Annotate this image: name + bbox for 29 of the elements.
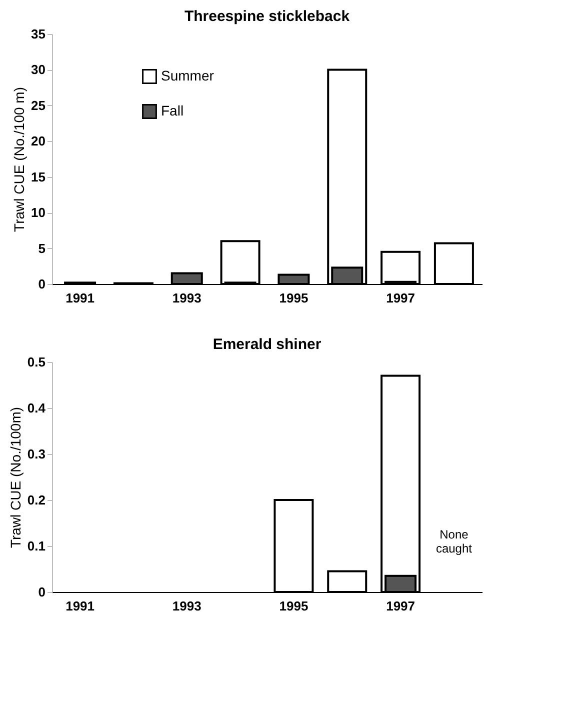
x-tick-label: 1991	[66, 598, 95, 614]
annotation: None caught	[436, 528, 473, 556]
y-tick-label: 15	[31, 169, 46, 184]
y-axis-title: Trawl CUE (No./100m)	[7, 406, 24, 548]
y-tick-label: 5	[38, 240, 46, 256]
y-tick-label: 0.5	[27, 354, 46, 370]
chart-title: Emerald shiner	[212, 336, 322, 353]
x-tick-label: 1991	[66, 290, 95, 306]
y-tick-label: 10	[31, 205, 46, 220]
legend-label: Summer	[161, 68, 214, 84]
x-tick-label: 1995	[279, 290, 308, 306]
y-tick-label: 35	[31, 26, 46, 42]
y-tick-label: 0.4	[27, 400, 46, 416]
y-axis-title: Trawl CUE (No./100 m)	[11, 87, 28, 232]
y-tick-label: 0	[38, 276, 46, 292]
x-tick-label: 1995	[279, 598, 308, 614]
x-tick-label: 1993	[172, 598, 202, 614]
y-tick-label: 25	[31, 98, 46, 113]
y-tick-label: 20	[31, 134, 46, 149]
y-tick-label: 0	[38, 584, 46, 600]
x-tick-label: 1993	[172, 290, 202, 306]
y-tick-label: 0.1	[27, 538, 46, 554]
y-tick-label: 0.3	[27, 446, 46, 462]
x-tick-label: 1997	[386, 598, 415, 614]
chart-title: Threespine stickleback	[184, 8, 350, 25]
y-tick-label: 30	[31, 62, 46, 78]
x-tick-label: 1997	[386, 290, 415, 306]
y-tick-label: 0.2	[27, 492, 46, 508]
legend-label: Fall	[161, 102, 184, 118]
